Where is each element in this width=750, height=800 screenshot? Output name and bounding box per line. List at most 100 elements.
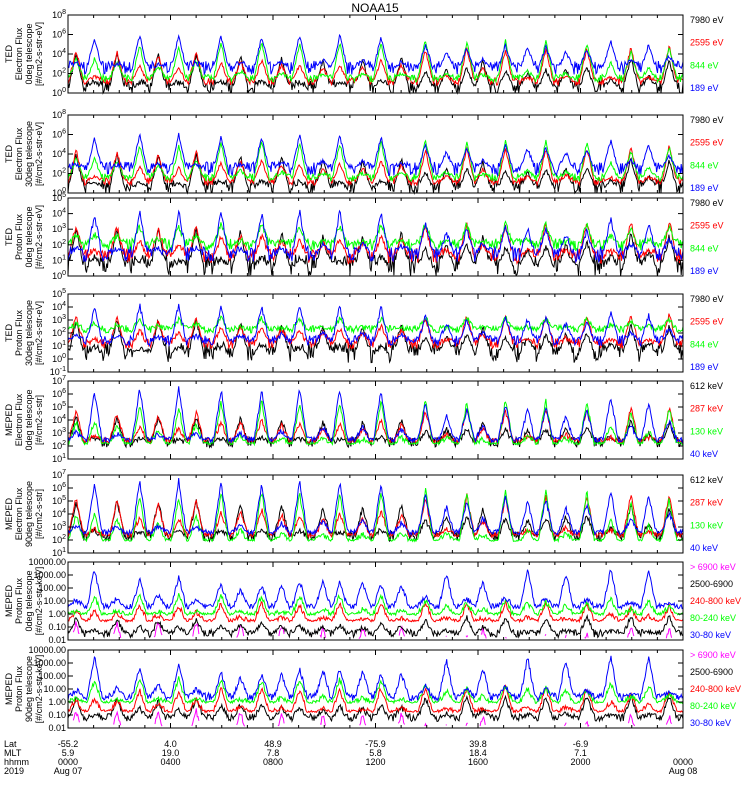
panel-7: 0.01 0.10 1.00 10.00 100.00 1000.00 10000.00ME… (4, 557, 741, 645)
legend-entry: 2595 eV (690, 138, 724, 148)
y-tick-label: 104 (52, 414, 66, 425)
y-tick-label: 106 (52, 388, 66, 399)
legend-entry: 189 eV (690, 183, 719, 193)
panel-3: 100 101 102 103 104 105 TEDProton Flux0deg tel… (4, 192, 724, 281)
series-line-4-1 (67, 318, 684, 364)
date-label: Aug 07 (54, 766, 83, 776)
legend-entry: 844 eV (690, 160, 719, 170)
series-line-1-3 (67, 39, 684, 84)
y-tick-label: 0.10 (48, 710, 66, 720)
lat-tick-label: 48.9 (264, 739, 282, 749)
panel-frame (67, 114, 684, 194)
y-axis-label: MEPEDElectron Flux0deg telescope[#/cm2-s… (4, 389, 44, 450)
series-line-3-4 (67, 209, 684, 264)
legend-entry: 2500-6900 (690, 667, 733, 677)
y-tick-label: 104 (52, 208, 66, 219)
series-line-1-4 (67, 33, 684, 76)
y-tick-label: 103 (52, 427, 66, 438)
y-axis-label: TEDProton Flux30deg telescope[#/cm2-s-st… (4, 300, 44, 366)
series-line-8-2 (67, 693, 684, 723)
y-tick-label: 100 (52, 87, 66, 98)
y-tick-label: 100 (52, 353, 66, 364)
y-tick-label: 101 (52, 340, 66, 351)
series-line-5-4 (67, 386, 684, 444)
legend-entry: 612 keV (690, 381, 723, 391)
lat-tick-label: -75.9 (365, 739, 386, 749)
lat-tick-label: -55.2 (58, 739, 79, 749)
y-tick-label: 102 (52, 440, 66, 451)
row-label: 2019 (4, 766, 24, 776)
y-tick-label: 100 (52, 187, 66, 198)
panel-2: 100 102 104 106 108 TEDElectron Flux30deg tel… (4, 109, 724, 198)
legend-entry: 844 eV (690, 339, 719, 349)
legend-entry: 7980 eV (690, 115, 724, 125)
legend-entry: 844 eV (690, 60, 719, 70)
panel-5: 101 102 103 104 105 106 107 MEPEDElectron Flux0… (4, 375, 723, 464)
chart-title: NOAA15 (351, 1, 399, 15)
y-tick-label: 105 (52, 495, 66, 506)
panel-frame (67, 14, 684, 94)
y-tick-label: 107 (52, 469, 66, 480)
y-tick-label: 102 (52, 239, 66, 250)
row-label: hhmm (4, 757, 29, 767)
y-axis-label: MEPEDProton Flux90deg telescope[#/cm2-s-… (4, 655, 44, 724)
y-tick-label: 102 (52, 327, 66, 338)
legend-entry: 189 eV (690, 362, 719, 372)
y-tick-label: 105 (52, 192, 66, 203)
legend-entry: > 6900 keV (690, 650, 736, 660)
mlt-tick-label: 18.4 (469, 748, 487, 758)
y-tick-label: 102 (52, 168, 66, 179)
date-label: Aug 08 (669, 766, 698, 776)
legend-entry: 40 keV (690, 543, 718, 553)
legend-entry: 2595 eV (690, 221, 724, 231)
y-tick-label: 104 (52, 48, 66, 59)
series-line-7-5 (67, 569, 684, 611)
series-line-1-2 (67, 45, 684, 87)
y-axis-label: MEPEDProton Flux0deg telescope[#/cm2-s-s… (4, 567, 44, 636)
y-tick-label: 1.00 (48, 609, 66, 619)
y-tick-label: 10.00 (43, 596, 66, 606)
y-tick-label: 0.01 (48, 635, 66, 645)
y-tick-label: 105 (52, 288, 66, 299)
lat-tick-label: 39.8 (469, 739, 487, 749)
series-line-7-4 (67, 593, 684, 617)
legend-entry: 240-800 keV (690, 596, 741, 606)
mlt-tick-label: 5.9 (62, 748, 75, 758)
series-line-2-3 (67, 139, 684, 183)
hhmm-tick-label: 0400 (160, 757, 180, 767)
legend-entry: 30-80 keV (690, 630, 731, 640)
y-tick-label: 1.00 (48, 697, 66, 707)
legend-entry: 189 eV (690, 83, 719, 93)
row-label: Lat (4, 739, 17, 749)
y-tick-label: 104 (52, 508, 66, 519)
mlt-tick-label: 5.8 (369, 748, 382, 758)
y-tick-label: 106 (52, 29, 66, 40)
series-line-2-4 (67, 132, 684, 178)
series-line-6-4 (67, 477, 684, 537)
legend-entry: 7980 eV (690, 198, 724, 208)
series-line-3-1 (67, 227, 684, 277)
series-line-8-1 (72, 708, 673, 728)
y-tick-label: 101 (52, 254, 66, 265)
legend-entry: 2595 eV (690, 38, 724, 48)
legend-entry: 80-240 keV (690, 701, 736, 711)
legend-entry: 7980 eV (690, 15, 724, 25)
series-line-7-2 (67, 613, 684, 640)
series-line-8-3 (67, 684, 684, 715)
legend-entry: 2595 eV (690, 317, 724, 327)
legend-entry: > 6900 keV (690, 562, 736, 572)
series-line-4-4 (67, 303, 684, 348)
y-tick-label: 1000.00 (33, 570, 66, 580)
y-tick-label: 103 (52, 223, 66, 234)
y-tick-label: 104 (52, 301, 66, 312)
panel-4: 10-1 100 101 102 103 104 105 TEDProton Flux30de… (4, 288, 724, 377)
y-tick-label: 108 (52, 109, 66, 120)
y-tick-label: 10000.00 (28, 557, 66, 567)
y-tick-label: 0.10 (48, 622, 66, 632)
y-tick-label: 102 (52, 534, 66, 545)
y-tick-label: 108 (52, 9, 66, 20)
y-tick-label: 103 (52, 314, 66, 325)
y-tick-label: 105 (52, 401, 66, 412)
y-tick-label: 100.00 (38, 671, 66, 681)
